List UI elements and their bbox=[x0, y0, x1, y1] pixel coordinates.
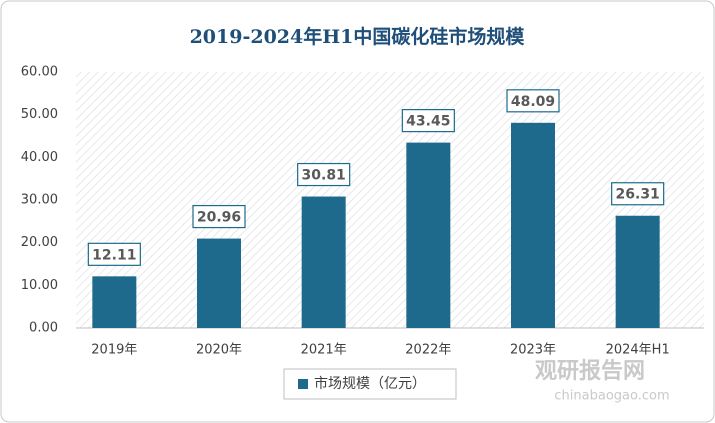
y-tick-label: 30.00 bbox=[21, 193, 58, 208]
bar bbox=[615, 215, 660, 328]
value-label: 20.96 bbox=[197, 210, 241, 226]
value-label: 48.09 bbox=[511, 94, 555, 110]
x-tick-label: 2021年 bbox=[301, 343, 347, 358]
value-label: 43.45 bbox=[406, 114, 450, 130]
bar bbox=[406, 142, 451, 328]
value-label: 30.81 bbox=[302, 168, 346, 184]
value-label-box bbox=[506, 89, 560, 113]
x-tick-label: 2024年H1 bbox=[606, 343, 670, 358]
value-label: 26.31 bbox=[616, 187, 660, 203]
value-label-box bbox=[192, 204, 246, 229]
value-label: 12.11 bbox=[92, 247, 136, 263]
y-tick-label: 60.00 bbox=[21, 65, 58, 80]
x-tick-label: 2022年 bbox=[405, 343, 451, 358]
chart-title: 2019-2024年H1中国碳化硅市场规模 bbox=[190, 25, 526, 48]
bar bbox=[301, 196, 346, 328]
plot-area bbox=[76, 72, 704, 328]
x-tick-label: 2019年 bbox=[91, 343, 137, 358]
bar bbox=[511, 122, 555, 328]
bar bbox=[197, 238, 241, 328]
y-tick-label: 10.00 bbox=[21, 278, 58, 293]
y-tick-label: 50.00 bbox=[21, 107, 58, 122]
value-label-box bbox=[401, 109, 455, 133]
watermark-url: chinabaogao.com bbox=[554, 389, 669, 404]
x-tick-label: 2023年 bbox=[510, 343, 556, 358]
value-label-box bbox=[87, 242, 141, 266]
value-label-box bbox=[297, 162, 351, 187]
y-tick-label: 0.00 bbox=[29, 321, 58, 336]
bar bbox=[92, 276, 137, 328]
watermark: 观研报告网 bbox=[535, 359, 645, 384]
legend-swatch bbox=[298, 379, 308, 389]
legend-label: 市场规模（亿元） bbox=[314, 375, 426, 392]
y-tick-label: 40.00 bbox=[21, 150, 58, 165]
y-tick-label: 20.00 bbox=[21, 235, 58, 250]
legend bbox=[283, 368, 457, 400]
x-tick-label: 2020年 bbox=[196, 343, 242, 358]
value-label-box bbox=[611, 182, 665, 206]
